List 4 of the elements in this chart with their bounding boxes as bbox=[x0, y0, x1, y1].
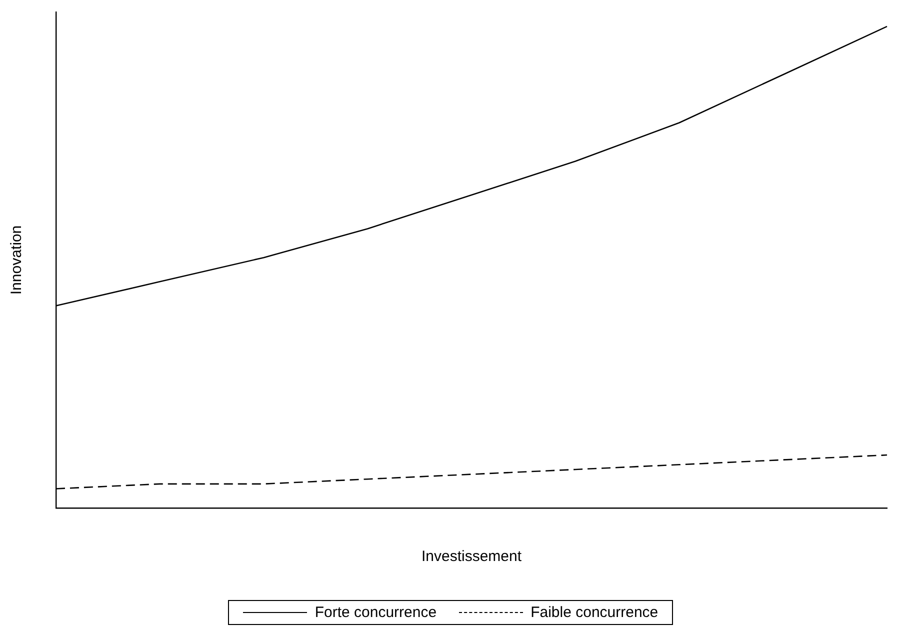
y-axis-title: Innovation bbox=[8, 225, 26, 295]
x-axis-title: Investissement bbox=[421, 548, 522, 566]
legend-label: Forte concurrence bbox=[314, 604, 437, 621]
legend-label: Faible concurrence bbox=[530, 604, 658, 621]
